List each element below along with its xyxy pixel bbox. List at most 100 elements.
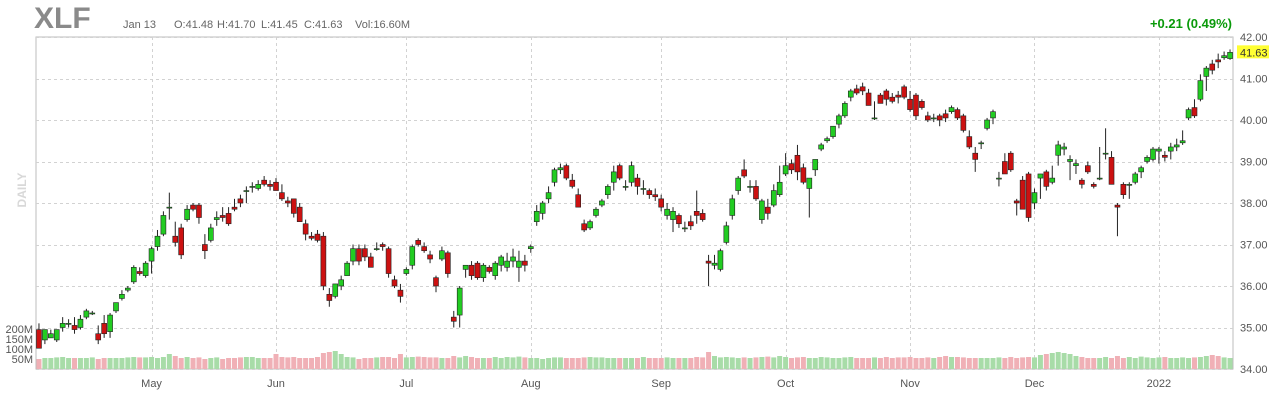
volume-bar — [871, 357, 877, 369]
candle-body — [1102, 152, 1109, 155]
volume-bar — [314, 357, 320, 369]
candle-body — [362, 248, 368, 258]
volume-bar — [765, 356, 771, 369]
candle-body — [427, 254, 433, 260]
volume-bar — [688, 358, 694, 369]
candle-body — [753, 186, 759, 200]
candle-body — [373, 248, 380, 250]
quote-high: H:41.70 — [217, 19, 256, 31]
volume-bar — [504, 357, 510, 369]
volume-bar — [492, 357, 498, 369]
price-tick-label: 37.00 — [1240, 240, 1268, 252]
candle-body — [919, 101, 925, 108]
candle-body — [634, 177, 641, 187]
candle-body — [527, 246, 534, 249]
candle-body — [747, 186, 753, 188]
candle-body — [723, 225, 730, 243]
volume-bar — [800, 357, 806, 369]
date-tick-label: Aug — [521, 378, 541, 390]
volume-bar — [552, 357, 558, 369]
candle-body — [486, 267, 493, 272]
volume-bar — [1162, 357, 1168, 369]
volume-bar — [901, 357, 907, 369]
candle-body — [871, 117, 878, 120]
volume-bar — [273, 354, 279, 369]
volume-bar — [184, 357, 190, 369]
volume-bar — [895, 357, 901, 369]
volume-bar — [866, 358, 872, 369]
volume-bar — [1008, 357, 1014, 369]
volume-bar — [309, 358, 315, 369]
volume-bar — [599, 357, 605, 369]
candle-body — [847, 90, 854, 98]
candle-body — [1120, 184, 1127, 195]
volume-bar — [1097, 358, 1103, 369]
volume-bar — [581, 357, 587, 369]
candle-body — [1167, 146, 1174, 152]
candle-body — [213, 217, 220, 220]
volume-bar — [729, 357, 735, 369]
candle-body — [474, 262, 481, 278]
price-tick-label: 35.00 — [1240, 323, 1268, 335]
candle-body — [421, 246, 427, 252]
volume-bar — [889, 358, 895, 369]
candle-body — [901, 86, 907, 98]
candle-body — [125, 287, 131, 291]
volume-bar — [587, 357, 593, 369]
candle-body — [356, 248, 362, 262]
candle-body — [812, 159, 819, 171]
last-price-highlight — [1237, 45, 1269, 59]
volume-bar — [1203, 356, 1209, 369]
candle-body — [267, 184, 273, 187]
candle-body — [308, 235, 315, 239]
volume-bar — [107, 358, 113, 369]
volume-tick-label: 100M — [5, 344, 33, 356]
candle-body — [1221, 55, 1227, 59]
candle-body — [782, 165, 789, 175]
candle-body — [1215, 59, 1221, 63]
volume-bar — [261, 358, 267, 369]
volume-bar — [255, 358, 261, 369]
candle-body — [729, 198, 736, 216]
candle-body — [391, 279, 398, 287]
candle-body — [136, 271, 143, 274]
volume-bar — [528, 358, 534, 369]
candle-body — [480, 264, 487, 278]
volume-bar — [534, 358, 540, 369]
quote-open: O:41.48 — [174, 19, 213, 31]
volume-bar — [83, 358, 89, 369]
date-tick-label: Sep — [651, 378, 671, 390]
candle-body — [59, 323, 66, 328]
candle-body — [1043, 171, 1050, 187]
volume-bar — [1043, 354, 1049, 369]
volume-bar — [1221, 357, 1227, 369]
candle-body — [1096, 177, 1103, 180]
volume-bar — [617, 358, 623, 369]
volume-bar — [877, 358, 883, 369]
volume-bar — [812, 358, 818, 369]
candle-body — [1055, 144, 1061, 156]
candle-body — [1185, 109, 1192, 119]
candle-body — [628, 165, 635, 183]
candle-body — [368, 256, 374, 268]
quote-volume: Vol:16.60M — [355, 19, 410, 31]
candle-body — [178, 227, 184, 256]
candle-body — [1073, 163, 1079, 166]
date-axis: May Jun Jul Aug Sep Oct Nov Dec 2022 — [141, 378, 1171, 390]
volume-bar — [646, 358, 652, 369]
candle-body — [101, 323, 107, 335]
candle-body — [107, 314, 113, 332]
candle-body — [972, 152, 979, 160]
volume-bar — [48, 358, 54, 369]
volume-bar — [516, 356, 522, 369]
candle-body — [913, 94, 919, 117]
volume-bar — [409, 357, 415, 369]
volume-bar — [510, 357, 516, 369]
volume-bar — [919, 358, 925, 369]
date-tick-label: Oct — [777, 378, 794, 390]
quote-date: Jan 13 — [123, 19, 156, 31]
candle-body — [794, 154, 801, 173]
candle-body — [557, 167, 564, 171]
volume-bar — [931, 358, 937, 369]
volume-bar — [557, 357, 563, 369]
